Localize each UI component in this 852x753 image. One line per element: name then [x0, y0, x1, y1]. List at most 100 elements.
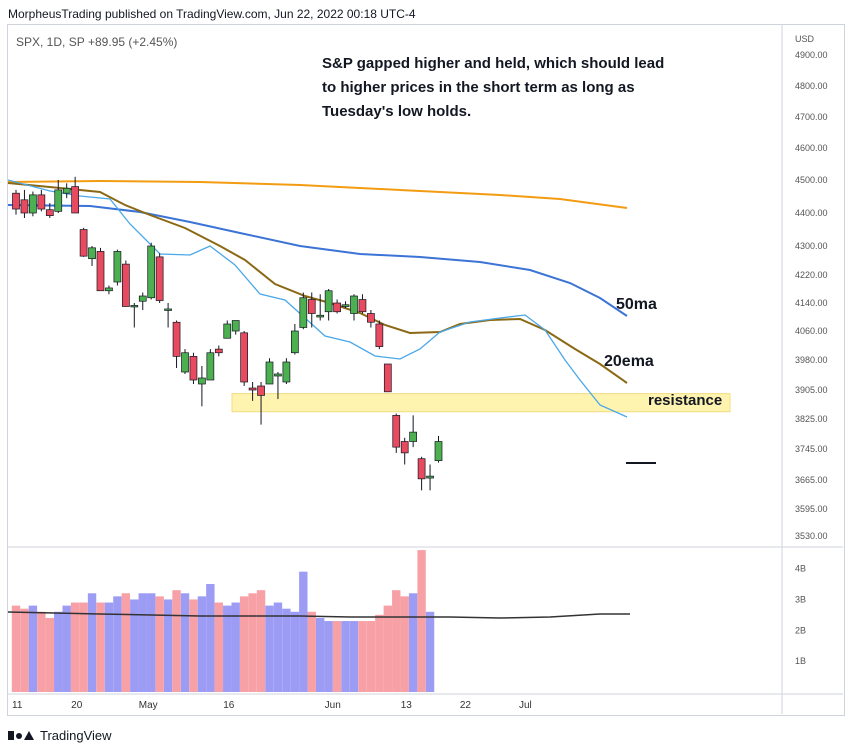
candle-body[interactable] [155, 256, 164, 301]
volume-bar[interactable] [425, 611, 435, 692]
candle-body[interactable] [147, 245, 156, 299]
candle-body[interactable] [324, 290, 333, 313]
candle-body[interactable] [164, 308, 172, 311]
candle-body[interactable] [12, 192, 20, 210]
candle-body[interactable] [240, 332, 248, 383]
volume-bar[interactable] [87, 593, 97, 692]
volume-bar[interactable] [307, 611, 316, 692]
volume-bar[interactable] [248, 593, 257, 692]
volume-bar[interactable] [163, 599, 173, 692]
candle-body[interactable] [79, 229, 88, 257]
volume-bar[interactable] [332, 621, 342, 692]
volume-bar[interactable] [299, 571, 308, 692]
volume-bar[interactable] [290, 611, 300, 692]
candle-body[interactable] [113, 251, 122, 283]
volume-bar[interactable] [70, 602, 80, 692]
candle-body[interactable] [96, 251, 105, 292]
volume-bar[interactable] [392, 590, 401, 692]
candle-body[interactable] [375, 323, 384, 347]
volume-bar[interactable] [45, 617, 54, 692]
volume-bar[interactable] [375, 614, 384, 692]
volume-bar[interactable] [197, 596, 207, 692]
volume-bar[interactable] [11, 605, 21, 692]
candle-body[interactable] [62, 187, 71, 194]
volume-bar[interactable] [383, 605, 392, 692]
price-axis[interactable]: 4900.00 4800.00 4700.00 4600.00 4500.00 4400.… [795, 50, 828, 541]
volume-bar[interactable] [113, 596, 122, 692]
volume-bar[interactable] [206, 584, 215, 692]
volume-bar[interactable] [28, 605, 38, 692]
candle-body[interactable] [88, 247, 96, 260]
candle-body[interactable] [367, 313, 375, 323]
candle-body[interactable] [426, 475, 434, 479]
candle-body[interactable] [121, 263, 130, 307]
candle-body[interactable] [400, 441, 409, 454]
volume-bar[interactable] [324, 621, 333, 692]
candle-body[interactable] [198, 377, 206, 385]
candle-body[interactable] [29, 194, 37, 214]
candle-body[interactable] [223, 323, 232, 339]
candle-body[interactable] [358, 299, 367, 313]
candle-body[interactable] [20, 199, 29, 214]
candle-body[interactable] [291, 330, 299, 354]
candle-body[interactable] [383, 363, 392, 393]
volume-bar[interactable] [408, 593, 418, 692]
candle-body[interactable] [299, 297, 308, 328]
volume-bar[interactable] [172, 590, 181, 692]
volume-bar[interactable] [341, 621, 350, 692]
volume-bar[interactable] [273, 602, 283, 692]
volume-bar[interactable] [96, 602, 105, 692]
volume-bar[interactable] [79, 602, 88, 692]
volume-bar[interactable] [282, 608, 291, 692]
candle-body[interactable] [214, 348, 223, 354]
candle-body[interactable] [307, 299, 316, 314]
candle-body[interactable] [71, 186, 80, 214]
candle-body[interactable] [189, 356, 198, 381]
volume-bar[interactable] [54, 611, 63, 692]
candle-body[interactable] [341, 304, 350, 307]
volume-bar[interactable] [37, 611, 46, 692]
volume-bar[interactable] [155, 596, 164, 692]
volume-bar[interactable] [256, 590, 266, 692]
candle-body[interactable] [409, 431, 417, 442]
time-axis[interactable]: 11 20 May 16 Jun 13 22 Jul [12, 700, 532, 711]
candle-body[interactable] [206, 352, 215, 381]
volume-bar[interactable] [400, 596, 409, 692]
candle-body[interactable] [434, 441, 443, 461]
volume-bar[interactable] [20, 608, 29, 692]
candle-body[interactable] [54, 189, 63, 212]
volume-bar[interactable] [130, 599, 139, 692]
volume-bar[interactable] [239, 596, 249, 692]
candle-body[interactable] [316, 314, 325, 318]
volume-bar[interactable] [349, 621, 359, 692]
candle-body[interactable] [274, 373, 282, 377]
volume-bar[interactable] [121, 593, 131, 692]
candle-body[interactable] [37, 194, 46, 210]
candle-body[interactable] [105, 287, 113, 292]
candle-body[interactable] [130, 305, 139, 308]
candle-body[interactable] [257, 385, 265, 396]
candle-body[interactable] [248, 387, 257, 391]
volume-bar[interactable] [265, 605, 274, 692]
candle-body[interactable] [265, 361, 274, 385]
volume-bar[interactable] [316, 617, 325, 692]
volume-bar[interactable] [62, 605, 71, 692]
candle-body[interactable] [172, 321, 181, 357]
volume-bar[interactable] [147, 593, 156, 692]
volume-bar[interactable] [231, 602, 240, 692]
volume-bar[interactable] [104, 602, 114, 692]
volume-bar[interactable] [223, 605, 232, 692]
volume-bar[interactable] [180, 593, 190, 692]
candle-body[interactable] [333, 302, 341, 313]
volume-bar[interactable] [358, 621, 367, 692]
volume-bar[interactable] [366, 621, 376, 692]
volume-bar[interactable] [189, 599, 198, 692]
volume-bar[interactable] [138, 593, 147, 692]
candle-body[interactable] [350, 295, 358, 314]
candle-body[interactable] [417, 458, 426, 480]
candle-body[interactable] [392, 415, 401, 448]
candle-body[interactable] [282, 361, 291, 383]
candle-body[interactable] [181, 352, 189, 373]
candle-body[interactable] [138, 295, 147, 302]
